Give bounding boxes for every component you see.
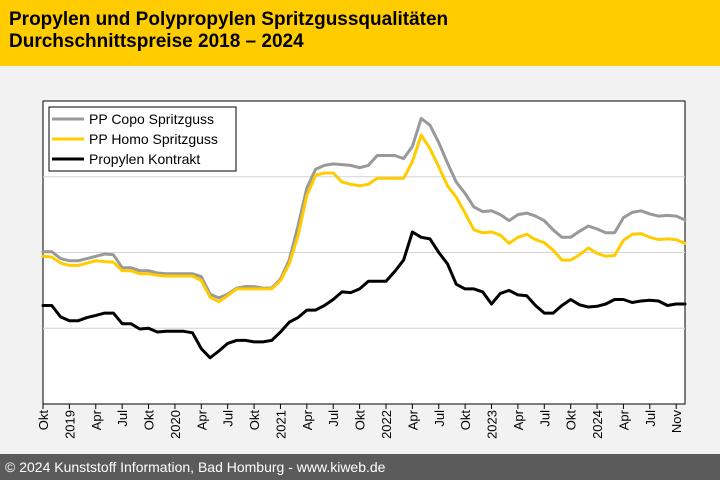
x-tick-label-2: Apr (89, 409, 104, 430)
x-tick-label-20: Okt (564, 410, 579, 431)
x-tick-label-1: 2019 (62, 410, 77, 439)
chart-subtitle: Durchschnittspreise 2018 – 2024 (9, 31, 304, 52)
line-chart: Okt 2019 Apr Jul Okt 2020 Apr Jul Okt 2021 Apr Jul O… (36, 100, 687, 439)
legend: PP Copo Spritzguss PP Homo Spritzguss Prop… (48, 106, 237, 172)
x-tick-label-23: Jul (643, 410, 658, 427)
x-tick-label-4: Okt (142, 410, 157, 431)
x-axis: Okt 2019 Apr Jul Okt 2020 Apr Jul Okt 2021 Apr Jul O… (36, 404, 684, 439)
chart-header: Propylen und Polypropylen Spritzgussqual… (0, 0, 720, 66)
x-tick-label-12: Okt (353, 410, 368, 431)
x-tick-label-0: Okt (36, 410, 51, 431)
legend-label-2: Propylen Kontrakt (89, 151, 200, 167)
footer-copyright: © 2024 Kunststoff Information, Bad Hombu… (0, 454, 720, 480)
series-line-2 (41, 230, 687, 360)
legend-label-0: PP Copo Spritzguss (89, 111, 214, 127)
x-tick-label-9: 2021 (273, 410, 288, 439)
x-tick-label-8: Okt (247, 410, 262, 431)
series-layer (41, 116, 687, 360)
x-tick-label-15: Jul (432, 410, 447, 427)
chart-area: Okt 2019 Apr Jul Okt 2020 Apr Jul Okt 2021 Apr Jul O… (0, 66, 720, 454)
x-tick-label-7: Jul (221, 410, 236, 427)
x-tick-label-22: Apr (616, 409, 631, 430)
x-tick-label-21: 2024 (590, 410, 605, 439)
x-tick-label-16: Okt (458, 410, 473, 431)
chart-title: Propylen und Polypropylen Spritzgussqual… (9, 9, 449, 30)
x-tick-label-18: Apr (511, 409, 526, 430)
legend-label-1: PP Homo Spritzguss (89, 131, 218, 147)
series-line-1 (41, 133, 687, 304)
x-tick-label-11: Jul (326, 410, 341, 427)
x-tick-label-19: Jul (537, 410, 552, 427)
series-line-0 (41, 116, 687, 300)
x-tick-label-5: 2020 (168, 410, 183, 439)
x-tick-label-13: 2022 (379, 410, 394, 439)
x-tick-label-17: 2023 (485, 410, 500, 439)
x-tick-label-14: Apr (405, 409, 420, 430)
x-tick-label-6: Apr (194, 409, 209, 430)
x-tick-label-3: Jul (115, 410, 130, 427)
x-tick-label-10: Apr (300, 409, 315, 430)
x-tick-label-24: Nov (669, 410, 684, 434)
